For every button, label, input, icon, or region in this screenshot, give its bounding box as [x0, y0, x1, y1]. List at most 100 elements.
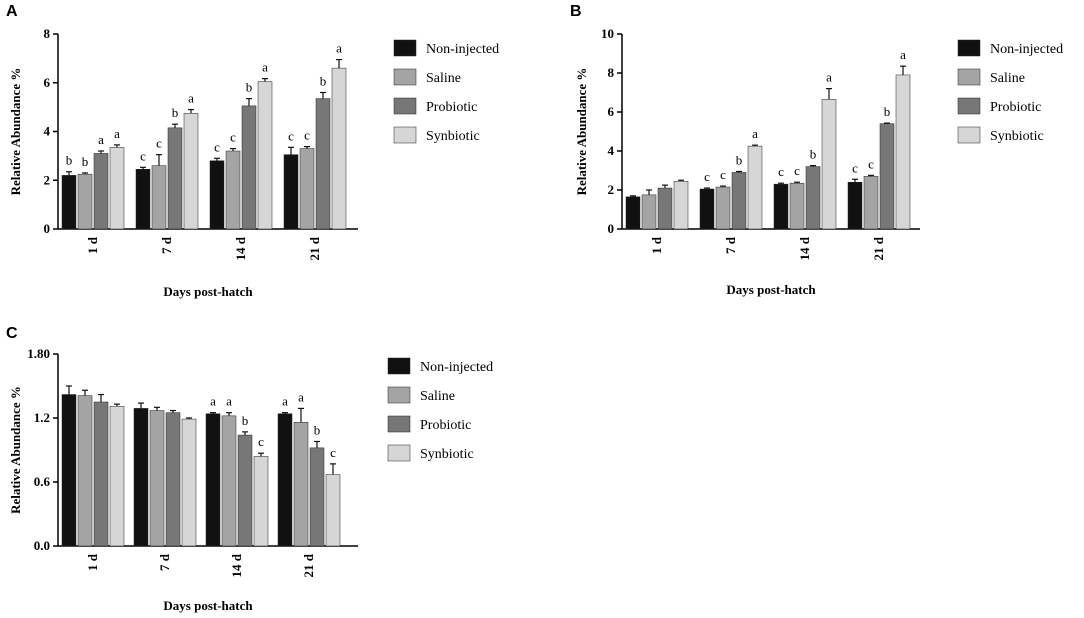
legend-swatch: [957, 97, 981, 115]
significance-letter: a: [210, 394, 216, 409]
panel-letter: B: [570, 3, 582, 20]
legend-label: Probiotic: [990, 100, 1041, 115]
significance-letter: c: [720, 167, 726, 182]
significance-letter: a: [98, 132, 104, 147]
x-axis-title: Days post-hatch: [163, 284, 253, 299]
bar: [747, 145, 763, 230]
bar: [61, 175, 77, 230]
y-tick-label: 10: [601, 26, 614, 41]
bar: [167, 127, 183, 230]
significance-letter: b: [66, 153, 73, 168]
bar: [715, 186, 731, 230]
significance-letter: c: [258, 434, 264, 449]
x-tick-label: 7 d: [157, 553, 172, 571]
legend-swatch: [387, 444, 411, 462]
legend-swatch: [957, 39, 981, 57]
y-tick-label: 6: [44, 75, 51, 90]
x-tick-label: 1 d: [85, 553, 100, 571]
x-tick-label: 21 d: [307, 236, 322, 260]
significance-letter: a: [114, 126, 120, 141]
significance-letter: b: [314, 422, 321, 437]
significance-letter: b: [246, 80, 253, 95]
y-tick-label: 0.0: [34, 538, 50, 553]
legend-label: Synbiotic: [990, 129, 1044, 144]
bar: [789, 182, 805, 230]
bar: [135, 169, 151, 230]
x-tick-label: 7 d: [159, 236, 174, 254]
legend-swatch: [957, 68, 981, 86]
bar: [847, 181, 863, 230]
bar: [237, 434, 253, 547]
y-tick-label: 1.2: [34, 410, 50, 425]
significance-letter: b: [810, 147, 817, 162]
significance-letter: c: [852, 160, 858, 175]
significance-letter: a: [282, 394, 288, 409]
y-axis-title: Relative Abundance %: [8, 386, 23, 514]
bar: [77, 395, 93, 547]
bar: [699, 188, 715, 230]
bar: [277, 413, 293, 547]
bar: [805, 166, 821, 230]
bar: [283, 154, 299, 230]
significance-letter: c: [156, 136, 162, 151]
legend-swatch: [957, 126, 981, 144]
bar: [293, 422, 309, 547]
legend-label: Synbiotic: [426, 129, 480, 144]
bar: [93, 401, 109, 547]
legend-label: Non-injected: [420, 360, 493, 375]
x-tick-label: 14 d: [233, 236, 248, 260]
y-axis-title: Relative Abundance %: [574, 68, 589, 196]
bar: [133, 408, 149, 547]
legend-swatch: [387, 386, 411, 404]
bar: [625, 196, 641, 230]
x-tick-label: 14 d: [229, 553, 244, 577]
bar: [241, 105, 257, 230]
legend-label: Probiotic: [420, 418, 471, 433]
y-tick-label: 6: [608, 104, 615, 119]
bar: [673, 180, 689, 230]
bar: [61, 394, 77, 547]
bar: [109, 147, 125, 230]
bar: [863, 176, 879, 230]
bar: [209, 160, 225, 230]
y-tick-label: 0.6: [34, 474, 51, 489]
legend-label: Non-injected: [426, 42, 499, 57]
significance-letter: b: [320, 74, 327, 89]
significance-letter: b: [884, 104, 891, 119]
y-tick-label: 8: [608, 65, 615, 80]
x-tick-label: 21 d: [301, 553, 316, 577]
bar: [879, 123, 895, 230]
y-tick-label: 0: [44, 221, 51, 236]
y-tick-label: 8: [44, 26, 51, 41]
significance-letter: a: [188, 91, 194, 106]
legend-swatch: [393, 97, 417, 115]
significance-letter: c: [330, 445, 336, 460]
significance-letter: c: [794, 163, 800, 178]
bar: [315, 98, 331, 230]
significance-letter: a: [336, 41, 342, 56]
legend-label: Saline: [420, 389, 455, 404]
legend-label: Non-injected: [990, 42, 1063, 57]
legend-label: Synbiotic: [420, 447, 474, 462]
bar: [93, 153, 109, 230]
x-tick-label: 21 d: [871, 236, 886, 260]
legend-swatch: [387, 357, 411, 375]
y-tick-label: 1.80: [27, 346, 50, 361]
bar: [225, 150, 241, 230]
bar: [151, 165, 167, 230]
x-tick-label: 1 d: [649, 236, 664, 254]
y-axis-title: Relative Abundance %: [8, 68, 23, 196]
bar: [309, 447, 325, 547]
significance-letter: a: [298, 389, 304, 404]
bar: [731, 172, 747, 230]
x-tick-label: 14 d: [797, 236, 812, 260]
significance-letter: b: [242, 413, 249, 428]
y-tick-label: 4: [608, 143, 615, 158]
legend-swatch: [387, 415, 411, 433]
x-tick-label: 1 d: [85, 236, 100, 254]
bar: [253, 456, 269, 547]
significance-letter: c: [230, 130, 236, 145]
legend-swatch: [393, 39, 417, 57]
